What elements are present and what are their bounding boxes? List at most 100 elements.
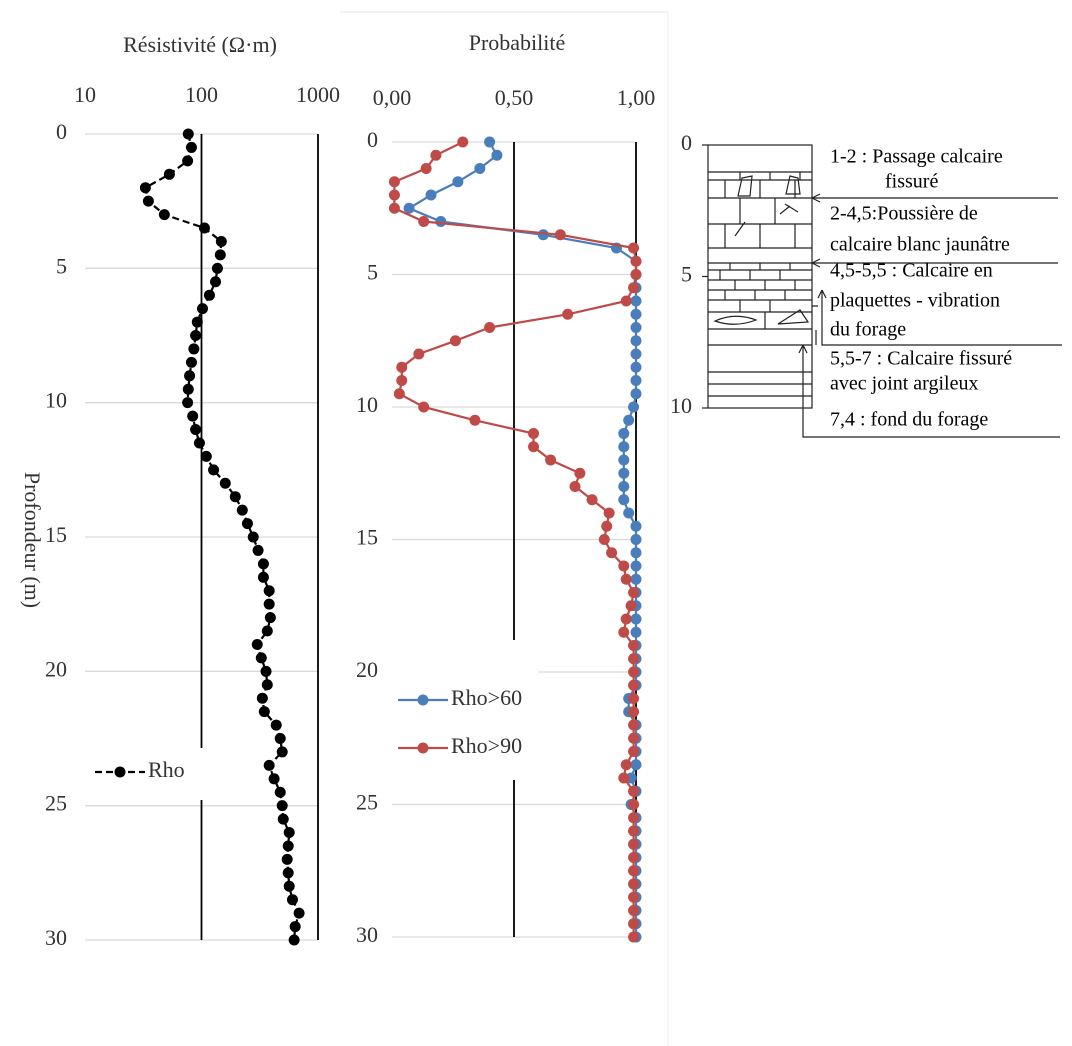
data-point	[413, 348, 425, 360]
data-point	[251, 638, 263, 650]
data-point	[630, 295, 642, 307]
y-tick-label: 15	[45, 522, 67, 547]
data-point	[618, 428, 630, 439]
y-tick-label: 20	[356, 657, 378, 682]
chart-title: Probabilité	[469, 30, 566, 55]
data-point	[537, 229, 549, 241]
data-point	[449, 335, 461, 347]
lithology-label: 1-2 : Passage calcaire	[830, 146, 1003, 168]
data-point	[208, 464, 220, 476]
legend-marker	[417, 742, 429, 754]
data-point	[606, 547, 618, 559]
data-point	[545, 454, 557, 466]
data-point	[185, 356, 197, 368]
data-point	[274, 786, 286, 798]
legend-marker	[417, 694, 429, 706]
data-point	[257, 571, 269, 583]
lithology-label: calcaire blanc jaunâtre	[830, 234, 1010, 256]
data-point	[200, 450, 212, 462]
data-point	[618, 626, 630, 638]
data-point	[628, 918, 640, 930]
data-point	[628, 852, 640, 863]
data-point	[628, 905, 640, 916]
data-point	[630, 335, 642, 347]
crack	[734, 203, 799, 237]
data-point	[214, 249, 226, 261]
data-point	[628, 838, 640, 850]
data-point	[190, 424, 202, 436]
data-point	[219, 477, 231, 489]
legend-box	[85, 748, 215, 800]
data-point	[276, 746, 288, 758]
x-tick-label: 1,00	[617, 85, 656, 110]
data-point	[628, 785, 640, 797]
data-point	[190, 330, 202, 341]
data-point	[628, 799, 640, 810]
legend-label: Rho>90	[451, 733, 522, 758]
data-point	[628, 693, 640, 704]
data-point	[261, 679, 273, 691]
lithology-label: 5,5-7 : Calcaire fissuré	[830, 348, 1012, 370]
data-point	[263, 598, 275, 610]
data-point	[620, 613, 632, 625]
data-point	[625, 600, 637, 612]
y-tick-label: 30	[356, 922, 378, 947]
data-point	[182, 397, 194, 409]
data-point	[630, 547, 642, 559]
leader	[811, 193, 1058, 203]
data-point	[630, 759, 642, 771]
data-point	[628, 401, 640, 413]
data-point	[388, 189, 400, 201]
data-point	[274, 733, 286, 744]
data-point	[281, 853, 293, 865]
data-point	[628, 653, 640, 665]
data-point	[293, 907, 305, 919]
data-point	[474, 163, 486, 174]
data-point	[263, 585, 275, 597]
legend-marker	[114, 766, 126, 778]
y-tick-label: 20	[45, 656, 67, 681]
leader	[817, 289, 1062, 346]
data-point	[182, 155, 194, 167]
lithology-label: 4,5-5,5 : Calcaire en	[830, 260, 993, 282]
data-point	[628, 891, 640, 903]
data-point	[630, 520, 642, 532]
data-point	[628, 732, 640, 744]
data-point	[618, 772, 630, 784]
lithology-label: 2-4,5:Poussière de	[830, 203, 978, 225]
data-point	[469, 414, 481, 426]
data-point	[282, 840, 294, 852]
y-tick-label: 25	[45, 791, 67, 816]
data-point	[618, 481, 630, 492]
y-tick-label: 0	[56, 119, 67, 144]
y-tick-label: 30	[45, 925, 67, 950]
data-point	[620, 295, 632, 307]
chart-title: Résistivité (Ω·m)	[123, 32, 277, 57]
y-tick-label: 15	[356, 525, 378, 550]
data-point	[630, 255, 642, 267]
lithology-column: 0 5 10 1-2 : Passage calcaire fissuré 2-4,5:P…	[670, 130, 1062, 438]
data-point	[247, 531, 259, 543]
data-point	[197, 303, 209, 315]
data-point	[396, 361, 408, 373]
data-point	[260, 665, 272, 677]
data-point	[569, 481, 581, 492]
data-point	[182, 383, 194, 395]
data-point	[393, 388, 405, 400]
data-point	[618, 454, 630, 466]
data-point	[630, 560, 642, 572]
data-point	[630, 626, 642, 638]
clay-joint	[713, 309, 810, 325]
leader	[811, 258, 1058, 268]
data-point	[618, 560, 630, 572]
x-tick-label: 0,00	[373, 85, 412, 110]
leader	[812, 305, 818, 345]
data-point	[282, 867, 294, 879]
legend-label: Rho	[148, 757, 185, 782]
data-point	[276, 800, 288, 812]
y-axis-title: Profondeur (m)	[20, 472, 45, 608]
y-tick-label: 25	[356, 790, 378, 815]
data-point	[268, 773, 280, 785]
data-point	[264, 612, 276, 624]
